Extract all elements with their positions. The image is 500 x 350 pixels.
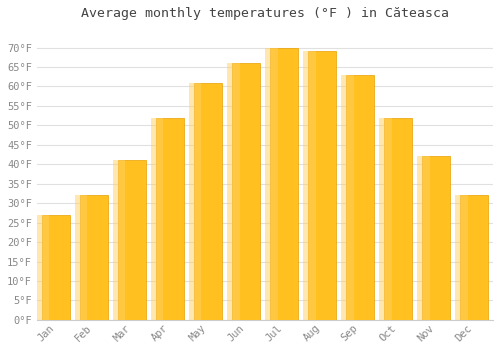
Bar [194, 83, 222, 320]
Bar [384, 118, 412, 320]
Bar [270, 48, 298, 320]
Title: Average monthly temperatures (°F ) in Căteasca: Average monthly temperatures (°F ) in Că… [81, 7, 449, 20]
Bar [417, 156, 430, 320]
Bar [379, 118, 392, 320]
Bar [156, 118, 184, 320]
Bar [455, 195, 468, 320]
Bar [264, 48, 278, 320]
Bar [42, 215, 70, 320]
Bar [36, 215, 50, 320]
Bar [308, 51, 336, 320]
Bar [80, 195, 108, 320]
Bar [112, 160, 126, 320]
Bar [422, 156, 450, 320]
Bar [150, 118, 164, 320]
Bar [340, 75, 353, 320]
Bar [188, 83, 202, 320]
Bar [346, 75, 374, 320]
Bar [232, 63, 260, 320]
Bar [302, 51, 316, 320]
Bar [74, 195, 88, 320]
Bar [118, 160, 146, 320]
Bar [226, 63, 239, 320]
Bar [460, 195, 488, 320]
